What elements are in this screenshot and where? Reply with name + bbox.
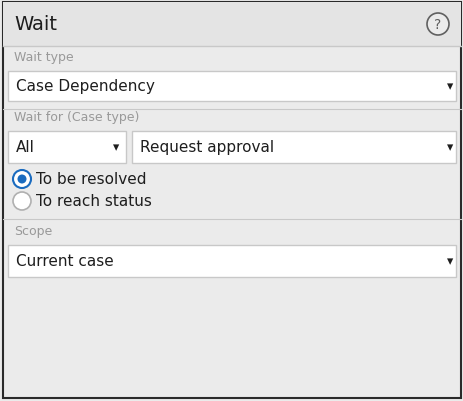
- Text: ▾: ▾: [446, 141, 452, 154]
- Text: ▾: ▾: [446, 255, 452, 268]
- Circle shape: [18, 175, 26, 184]
- FancyBboxPatch shape: [131, 132, 455, 164]
- FancyBboxPatch shape: [8, 245, 455, 277]
- Text: ?: ?: [433, 18, 441, 32]
- Text: Request approval: Request approval: [140, 140, 274, 155]
- FancyBboxPatch shape: [8, 72, 455, 102]
- Text: Wait: Wait: [14, 16, 57, 34]
- Text: Wait for (Case type): Wait for (Case type): [14, 111, 139, 124]
- FancyBboxPatch shape: [3, 3, 460, 398]
- Text: ▾: ▾: [446, 80, 452, 93]
- Text: Wait type: Wait type: [14, 51, 74, 64]
- Circle shape: [13, 192, 31, 211]
- FancyBboxPatch shape: [3, 3, 460, 47]
- Text: Current case: Current case: [16, 254, 113, 269]
- FancyBboxPatch shape: [8, 132, 126, 164]
- Text: ▾: ▾: [113, 141, 119, 154]
- Circle shape: [13, 170, 31, 188]
- Text: To be resolved: To be resolved: [36, 172, 146, 187]
- Text: Scope: Scope: [14, 225, 52, 238]
- Text: All: All: [16, 140, 35, 155]
- Circle shape: [426, 14, 448, 36]
- Text: To reach status: To reach status: [36, 194, 151, 209]
- Text: Case Dependency: Case Dependency: [16, 79, 155, 94]
